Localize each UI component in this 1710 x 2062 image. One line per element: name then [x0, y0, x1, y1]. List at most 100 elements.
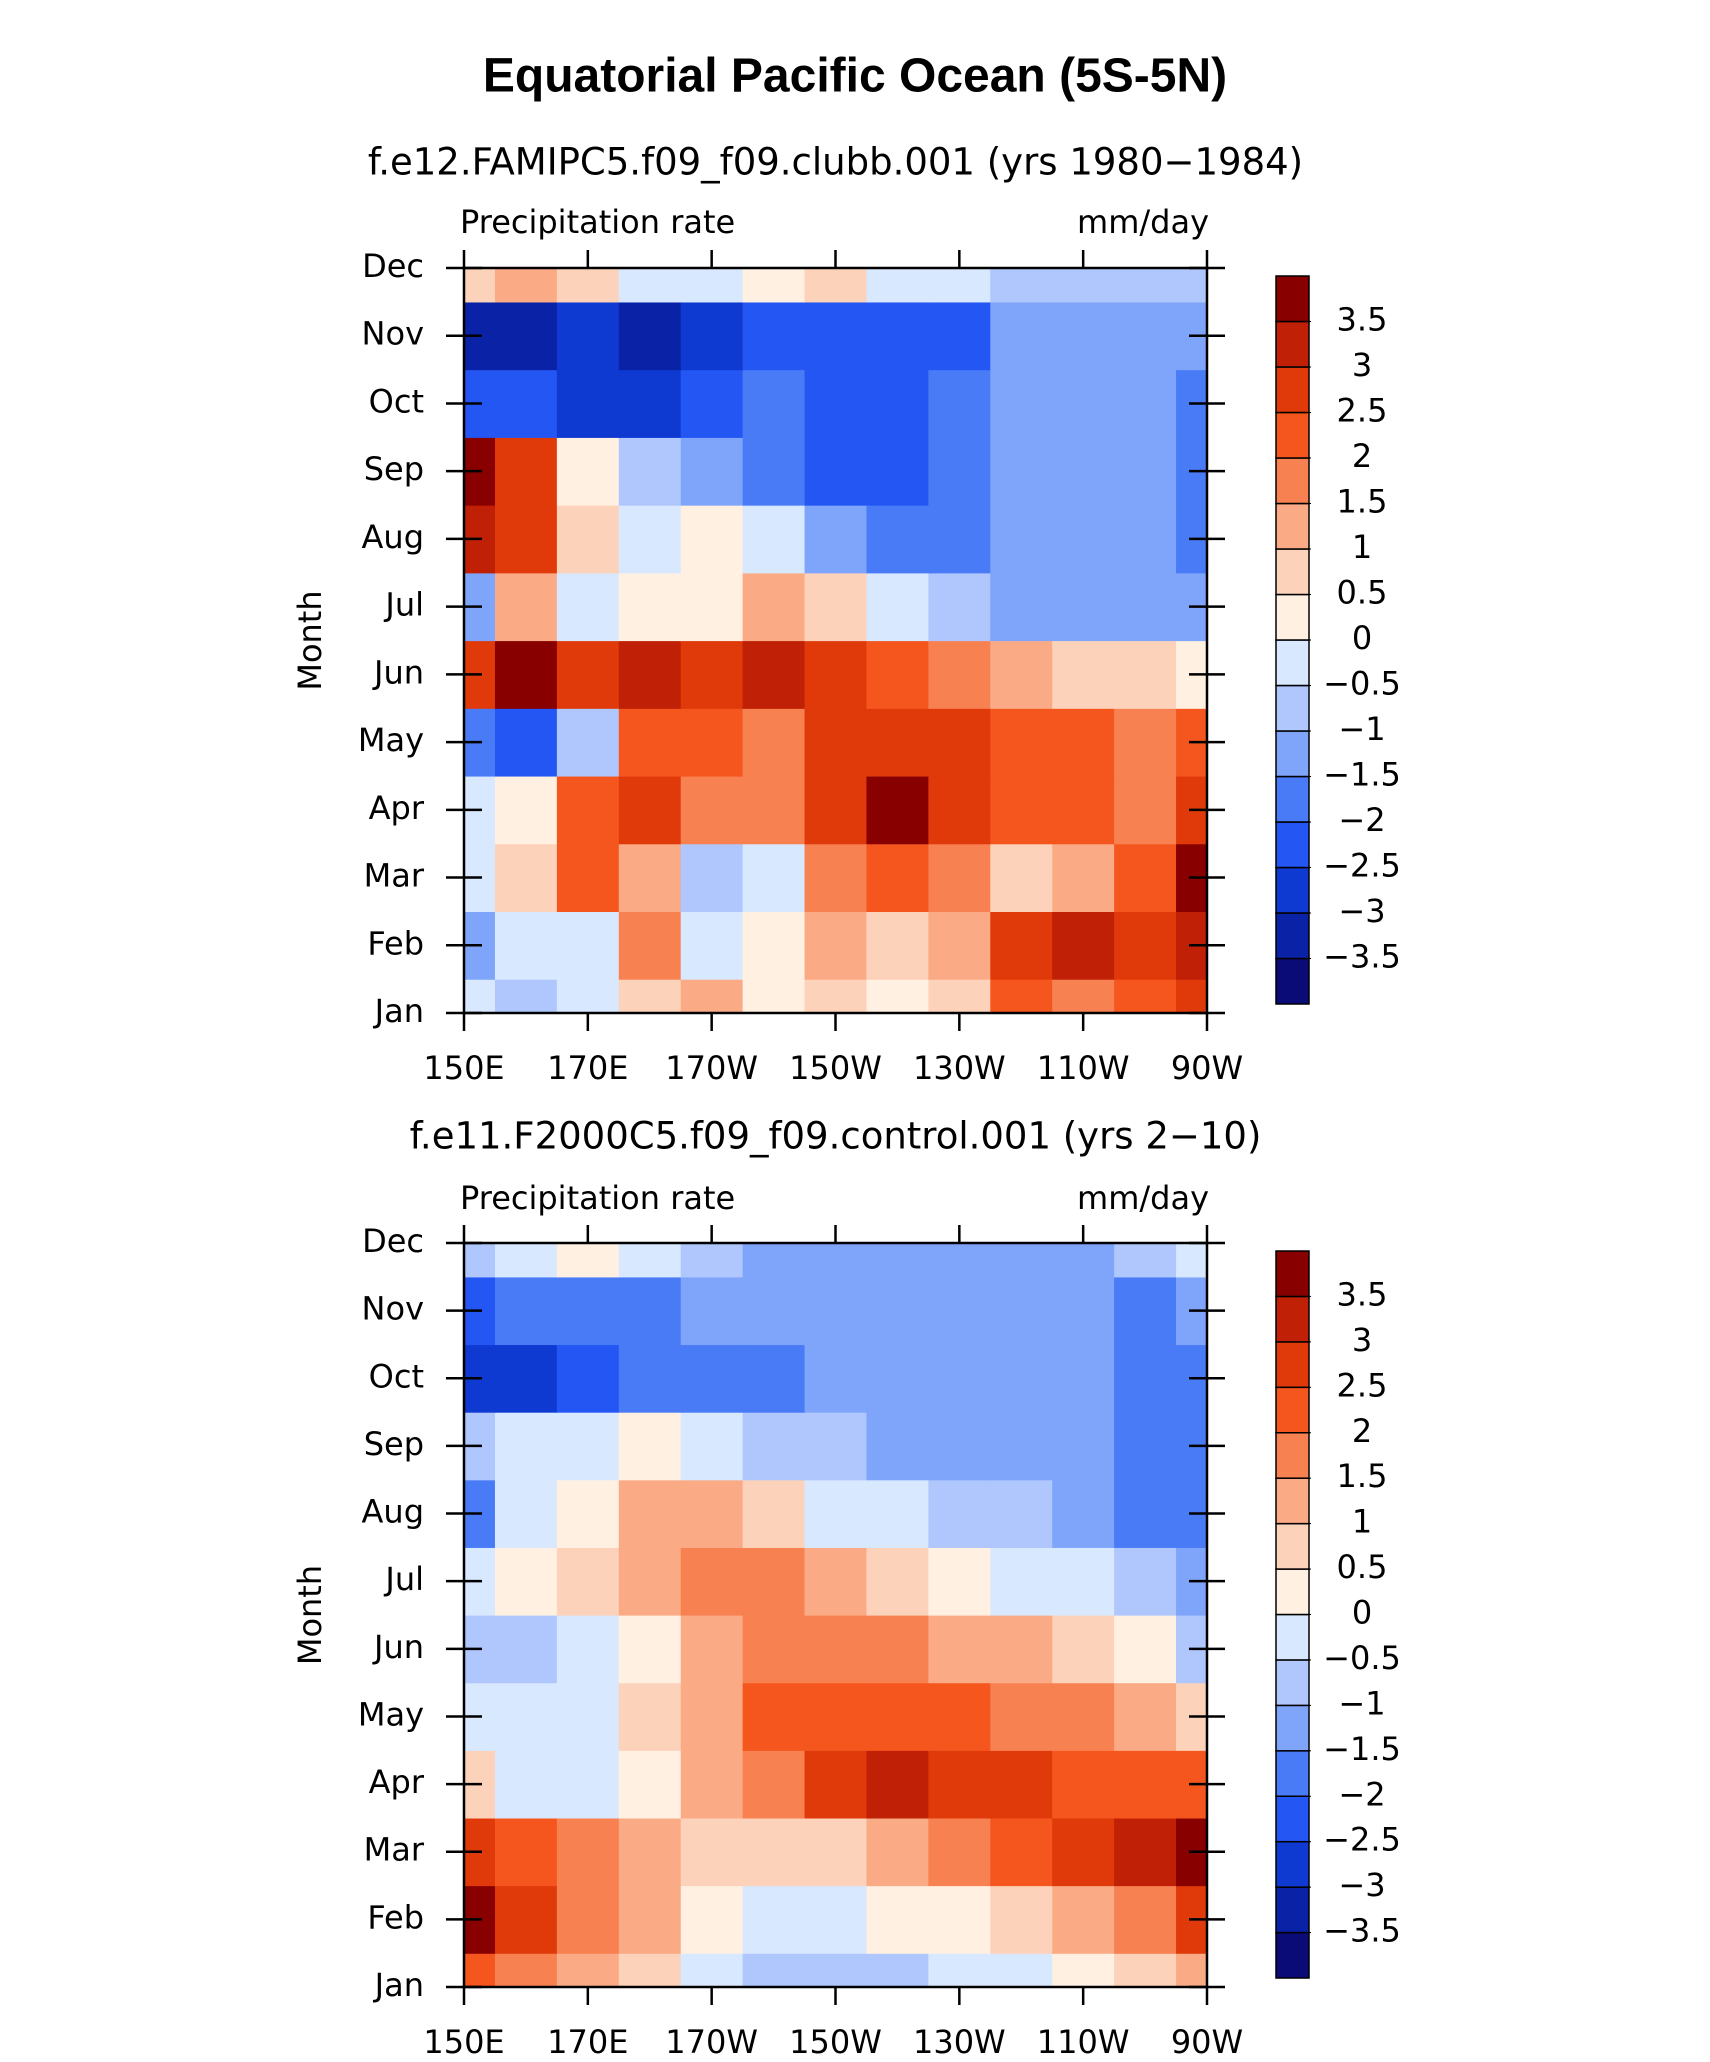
cell [556, 437, 620, 506]
subtitle: f.e11.F2000C5.f09_f09.control.001 (yrs 2… [410, 1115, 1262, 1158]
cell [1114, 843, 1177, 913]
x-tick-label: 130W [913, 2023, 1006, 2061]
cell [928, 1344, 991, 1413]
cell [618, 708, 682, 777]
cell [928, 911, 991, 980]
cell [990, 437, 1053, 506]
cell [680, 979, 744, 1013]
cell [804, 1615, 868, 1684]
cell [804, 1817, 868, 1887]
cell [556, 775, 620, 845]
cell [494, 1276, 558, 1346]
cell [494, 979, 558, 1013]
cell [742, 505, 806, 574]
cell [990, 1276, 1053, 1346]
colorbar-label: 2 [1352, 1412, 1372, 1450]
cell [866, 1412, 929, 1481]
cell [556, 505, 620, 574]
cell [1052, 1682, 1115, 1751]
cell [556, 268, 620, 303]
figure-title: Equatorial Pacific Ocean (5S-5N) [483, 50, 1227, 103]
cell [556, 1885, 620, 1954]
cell [1114, 1344, 1177, 1413]
cell [556, 301, 620, 371]
colorbar-label: −3.5 [1323, 1912, 1401, 1950]
cell [990, 268, 1053, 303]
cell [866, 640, 929, 709]
cell [618, 1276, 682, 1346]
colorbar-box [1275, 730, 1310, 778]
colorbar-box [1275, 957, 1310, 1005]
cell [804, 979, 868, 1013]
colorbar-box [1275, 639, 1310, 687]
cell [928, 301, 991, 371]
cell [1114, 1817, 1177, 1887]
cell [1114, 268, 1177, 303]
cell [804, 1547, 868, 1616]
colorbar-label: −2.5 [1323, 1821, 1401, 1859]
cell [804, 775, 868, 845]
cell [804, 268, 868, 303]
x-tick-label: 110W [1037, 2023, 1130, 2061]
cell [1052, 1344, 1115, 1413]
cell [928, 775, 991, 845]
colorbar-label: 0.5 [1337, 1548, 1388, 1586]
cell [618, 1344, 682, 1413]
cell [804, 572, 868, 642]
cell [742, 1682, 806, 1751]
cell [494, 775, 558, 845]
cell [866, 843, 929, 913]
cell [494, 1615, 558, 1684]
cell [742, 1412, 806, 1481]
cell [990, 1750, 1053, 1819]
left-label: Precipitation rate [460, 1179, 735, 1217]
cell [680, 1276, 744, 1346]
cell [928, 1276, 991, 1346]
colorbar-box [1275, 1568, 1310, 1616]
colorbar-label: 2.5 [1337, 1366, 1388, 1404]
x-tick-label: 150W [789, 1049, 882, 1087]
colorbar-label: 1 [1352, 528, 1372, 566]
cell [556, 1344, 620, 1413]
cell [1114, 1479, 1177, 1548]
cell [990, 775, 1053, 845]
cell [464, 268, 496, 303]
cell [866, 1547, 929, 1616]
colorbar-box [1275, 593, 1310, 641]
cell [928, 369, 991, 438]
colorbar-label: 2.5 [1337, 392, 1388, 430]
cell [990, 1547, 1053, 1616]
colorbar-box [1275, 775, 1310, 823]
cell [680, 1750, 744, 1819]
colorbar-box [1275, 1931, 1310, 1979]
cell [804, 1682, 868, 1751]
cell [1052, 708, 1115, 777]
colorbar-box [1275, 411, 1310, 459]
x-tick-label: 150E [423, 2023, 504, 2061]
cell [990, 1817, 1053, 1887]
cell [990, 1243, 1053, 1278]
colorbar-label: −2 [1338, 801, 1385, 839]
cell [680, 775, 744, 845]
cell [1052, 369, 1115, 438]
cell [866, 1479, 929, 1548]
cell [680, 1412, 744, 1481]
colorbar-label: −1.5 [1323, 756, 1401, 794]
cell [742, 1953, 806, 1987]
y-tick-label: Jan [373, 1966, 424, 2004]
colorbar-label: −2 [1338, 1775, 1385, 1813]
cell [494, 1682, 558, 1751]
colorbar-box [1275, 457, 1310, 505]
cell [494, 1412, 558, 1481]
cell [618, 1750, 682, 1819]
cell [556, 1276, 620, 1346]
y-tick-label: Aug [362, 1493, 424, 1531]
cell [990, 911, 1053, 980]
cell [618, 1885, 682, 1954]
cell [990, 1479, 1053, 1548]
cell [866, 1276, 929, 1346]
cell [618, 911, 682, 980]
colorbar-box [1275, 684, 1310, 732]
cell [990, 1344, 1053, 1413]
